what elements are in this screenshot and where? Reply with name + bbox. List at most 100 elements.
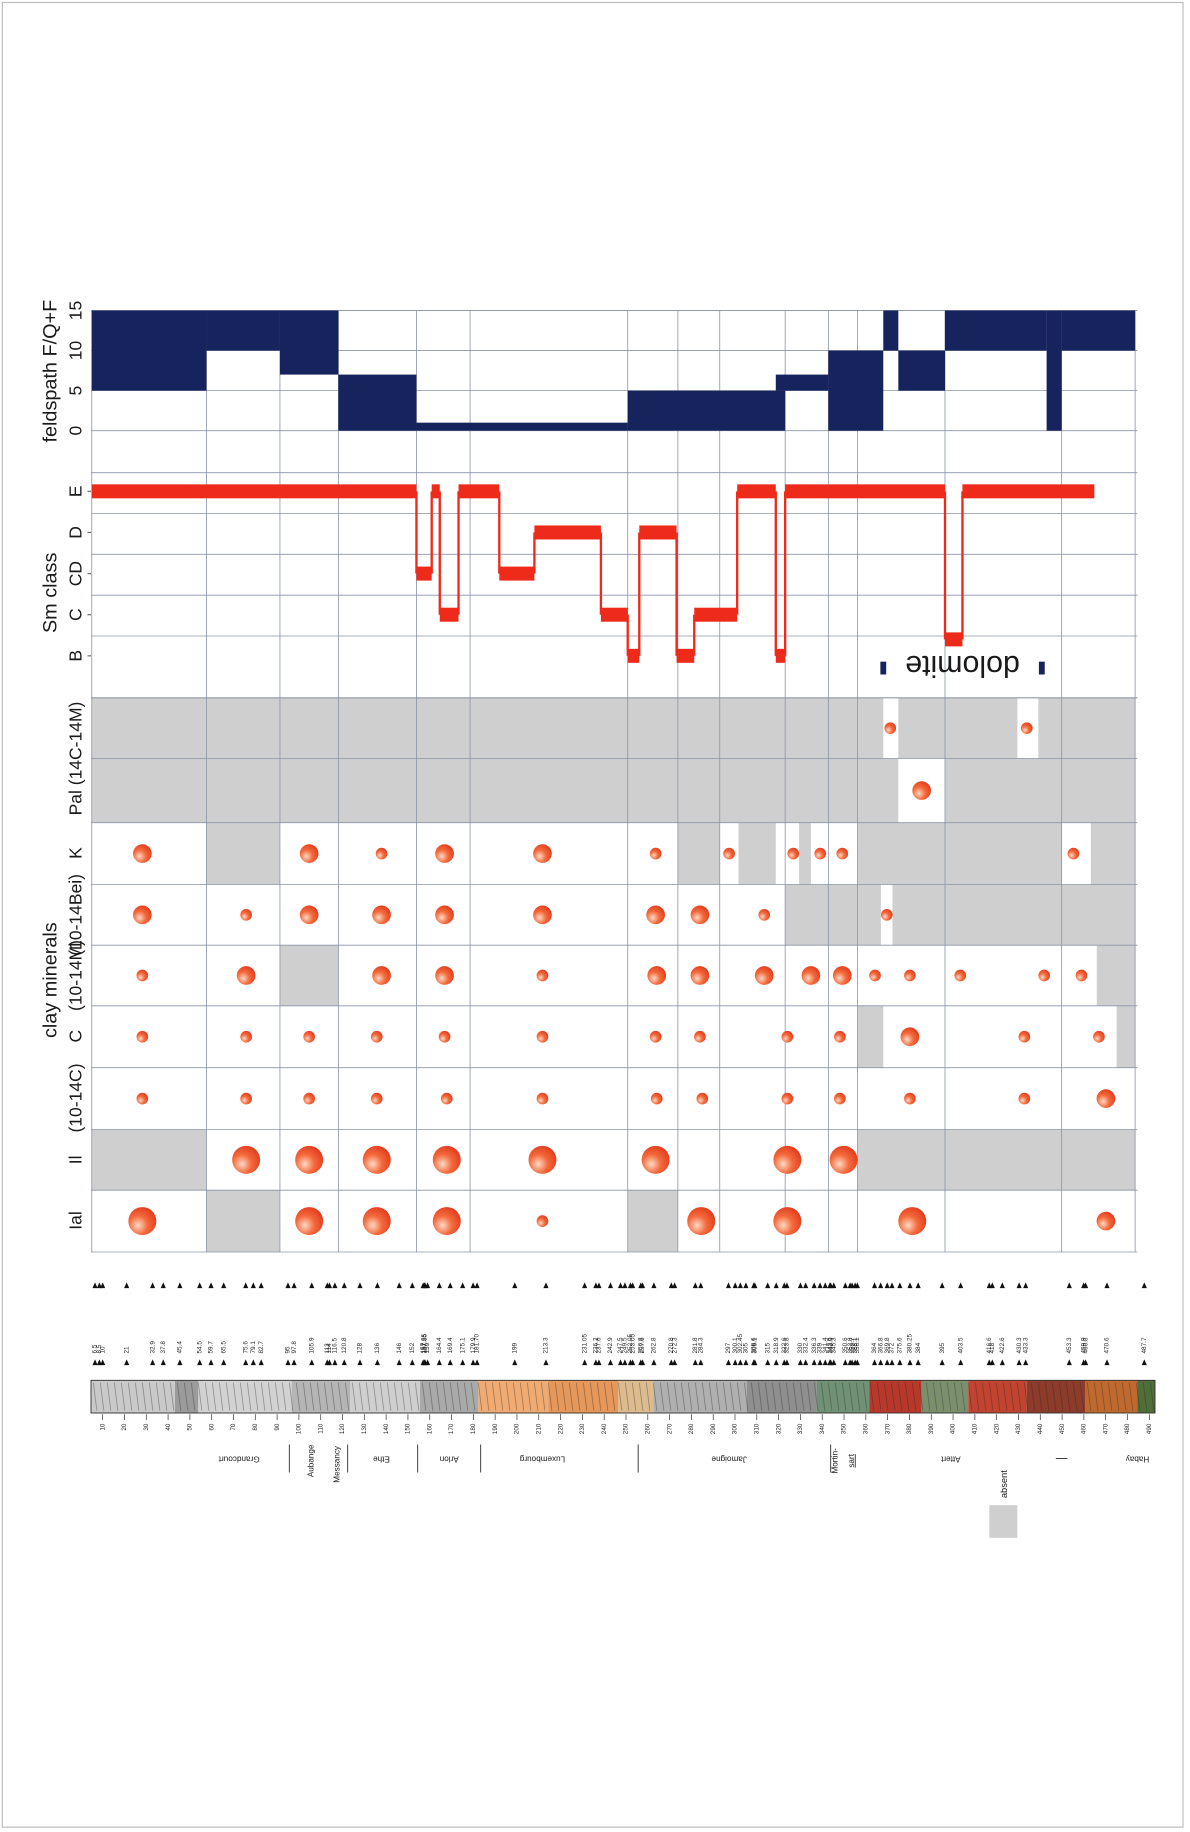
sample-marker <box>197 1282 202 1288</box>
x-tick-label: 400 <box>950 1423 957 1434</box>
abundance-dot <box>647 966 666 985</box>
abundance-dot <box>435 966 454 985</box>
sample-label: 169.4 <box>447 1337 454 1353</box>
abundance-dot <box>954 970 966 982</box>
abundance-dot <box>830 1146 858 1174</box>
sample-label: 309.1 <box>752 1337 759 1353</box>
absent-range <box>628 1190 678 1252</box>
sample-marker <box>738 1359 743 1365</box>
abundance-dot <box>528 1146 556 1174</box>
sample-label: 345.3 <box>830 1337 837 1353</box>
x-tick-label: 470 <box>1102 1423 1109 1434</box>
feldspath-range <box>280 311 338 375</box>
abundance-dot <box>295 1207 323 1235</box>
sample-label: 433.3 <box>1022 1337 1029 1353</box>
sample-marker <box>738 1282 743 1288</box>
sample-marker <box>292 1282 297 1288</box>
abundance-dot <box>836 848 848 860</box>
abundance-dot <box>782 1093 794 1105</box>
abundance-dot <box>1097 1212 1116 1231</box>
sample-marker <box>889 1282 894 1288</box>
abundance-dot <box>904 1093 916 1105</box>
sample-label: 82.7 <box>258 1341 265 1354</box>
x-tick-label: 340 <box>819 1423 826 1434</box>
y-tick-label: 5 <box>66 386 86 396</box>
sample-label: 305 <box>743 1342 750 1353</box>
absent-range <box>206 1190 279 1252</box>
abundance-dot <box>694 1031 706 1043</box>
sample-marker <box>651 1359 656 1365</box>
sample-marker <box>1017 1359 1022 1365</box>
feldspath-range <box>898 351 945 391</box>
annotation-marker <box>1039 662 1045 675</box>
sample-label: 32.9 <box>149 1341 156 1354</box>
sample-marker <box>410 1359 415 1365</box>
absent-range <box>739 823 776 885</box>
x-tick-label: 210 <box>535 1423 542 1434</box>
sample-marker <box>774 1282 779 1288</box>
sample-marker <box>817 1282 822 1288</box>
sample-marker <box>543 1282 548 1288</box>
feldspath-range <box>1047 311 1062 431</box>
sample-label: 242.9 <box>607 1337 614 1353</box>
sample-marker <box>885 1282 890 1288</box>
abundance-dot <box>537 1093 549 1105</box>
sample-label: 380.25 <box>907 1333 914 1353</box>
sm-step <box>737 484 776 498</box>
sm-step <box>945 632 962 646</box>
abundance-dot <box>537 1215 549 1227</box>
sample-marker <box>285 1359 290 1365</box>
abundance-dot <box>642 1146 670 1174</box>
abundance-dot <box>1019 1093 1031 1105</box>
absent-range <box>92 1130 207 1191</box>
abundance-dot <box>237 966 256 985</box>
sample-label: 403.5 <box>957 1337 964 1353</box>
formation-label: Ethe <box>373 1454 390 1463</box>
sample-marker <box>916 1359 921 1365</box>
x-tick-label: 50 <box>187 1423 194 1431</box>
y-tick-label: 0 <box>66 426 86 436</box>
sample-marker <box>375 1282 380 1288</box>
sample-marker <box>177 1282 182 1288</box>
absent-range <box>280 945 338 1006</box>
feldspath-range <box>883 311 898 351</box>
y-tick-label: C <box>66 608 86 621</box>
sample-label: 253.05 <box>629 1333 636 1353</box>
feldspath-range <box>628 391 785 431</box>
sample-marker <box>651 1282 656 1288</box>
x-tick-label: 40 <box>165 1423 172 1431</box>
abundance-dot <box>1093 1031 1105 1043</box>
sample-marker <box>843 1282 848 1288</box>
sample-label: 128 <box>357 1342 364 1353</box>
y-tick-label: D <box>66 526 86 539</box>
sm-step <box>499 567 534 581</box>
y-tick-label: E <box>66 485 86 497</box>
sample-label: 54.5 <box>196 1341 203 1354</box>
sample-label: 10 <box>99 1346 106 1354</box>
sample-label: 372 <box>889 1342 896 1353</box>
x-tick-label: 130 <box>361 1423 368 1434</box>
abundance-dot <box>773 1207 801 1235</box>
annotation-marker <box>880 662 886 675</box>
sm-step <box>432 484 440 498</box>
sample-marker <box>812 1359 817 1365</box>
sm-step <box>440 608 459 622</box>
sample-label: 315 <box>764 1342 771 1353</box>
x-tick-label: 420 <box>993 1423 1000 1434</box>
absent-range <box>1117 1006 1136 1068</box>
sample-label: 21 <box>123 1346 130 1354</box>
sample-marker <box>208 1282 213 1288</box>
row-label: Pal (14C-14M) <box>66 702 86 816</box>
sample-marker <box>332 1359 337 1365</box>
sample-marker <box>309 1282 314 1288</box>
abundance-dot <box>372 966 391 985</box>
sample-label: 318.9 <box>773 1337 780 1353</box>
sample-label: 146 <box>396 1342 403 1353</box>
sample-marker <box>907 1282 912 1288</box>
row-label: K <box>66 847 86 859</box>
sample-marker <box>582 1359 587 1365</box>
legend-swatch <box>989 1505 1017 1538</box>
absent-range <box>678 823 720 885</box>
x-tick-label: 320 <box>775 1423 782 1434</box>
sample-marker <box>448 1359 453 1365</box>
